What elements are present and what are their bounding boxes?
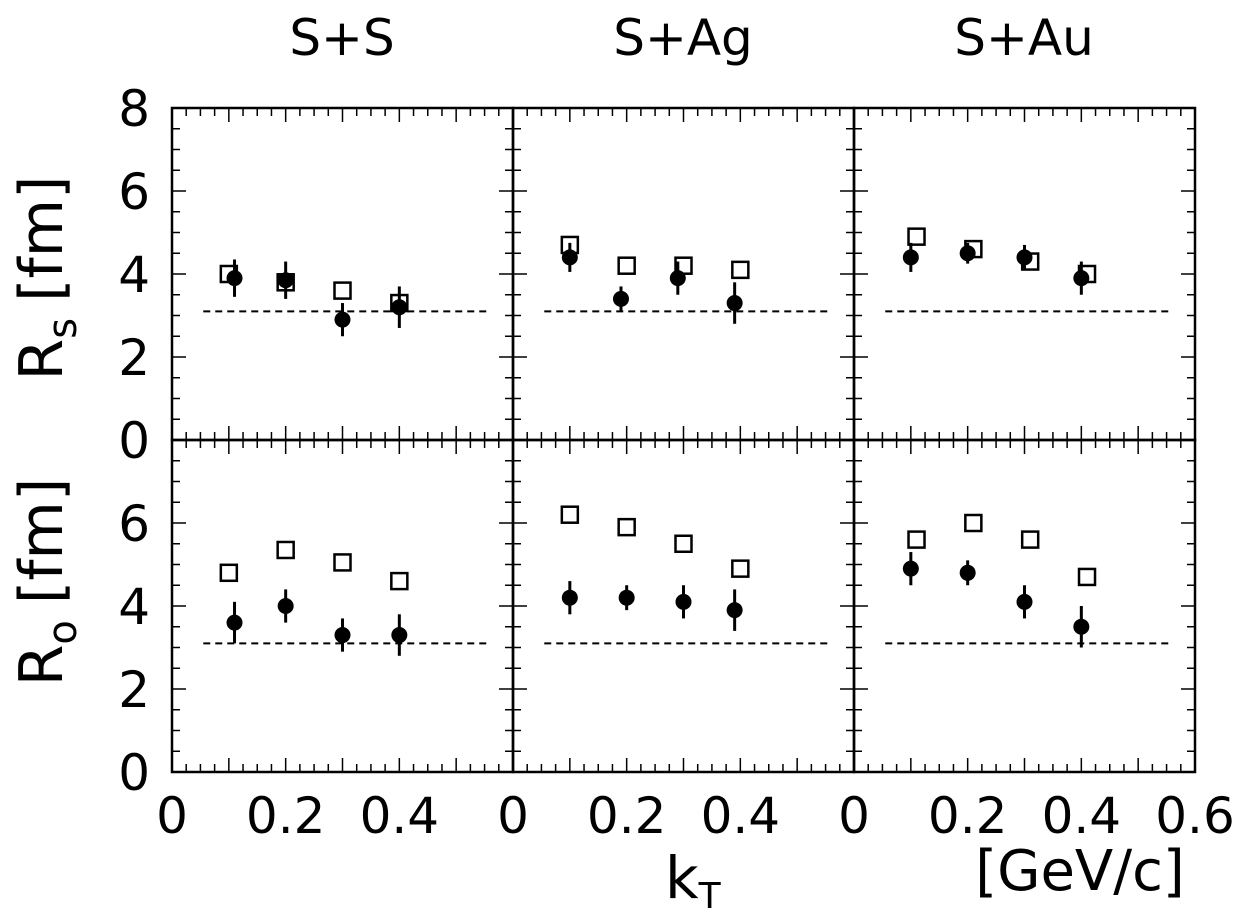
x-tick-label: 0.2 — [928, 787, 1008, 845]
filled-circle-point — [726, 295, 743, 312]
ylabel-rs: Rs [fm] — [7, 176, 86, 381]
y-tick-label: 6 — [118, 495, 150, 553]
y-tick-label: 6 — [118, 163, 150, 221]
xlabel-kt: kT — [665, 844, 722, 917]
filled-circle-point — [902, 560, 919, 577]
y-tick-label: 0 — [118, 744, 150, 802]
filled-circle-point — [277, 598, 294, 614]
filled-circle-point — [391, 627, 408, 644]
filled-circle-point — [1016, 249, 1033, 266]
y-tick-label: 4 — [118, 246, 150, 304]
x-tick-label: 0.4 — [360, 787, 440, 845]
filled-circle-point — [277, 272, 294, 289]
open-square-point — [907, 530, 926, 549]
x-tick-label: 0.2 — [246, 787, 326, 845]
y-tick-label: 4 — [118, 578, 150, 636]
y-tick-label: 2 — [118, 661, 150, 719]
filled-circle-point — [902, 249, 919, 266]
panel-title-s-au: S+Au — [954, 9, 1094, 67]
filled-circle-point — [1073, 618, 1090, 635]
open-square-point — [219, 563, 239, 583]
panel-frame — [852, 106, 1197, 442]
open-square-point — [1020, 530, 1040, 549]
filled-circle-point — [612, 290, 629, 307]
xlabel-kt-main: k — [665, 844, 699, 912]
y-tick-label: 8 — [118, 80, 150, 138]
open-square-point — [617, 256, 636, 275]
filled-circle-point — [618, 589, 635, 606]
xlabel-kt-sub: T — [698, 876, 722, 917]
xlabel-unit: [GeV/c] — [975, 839, 1185, 904]
open-square-point — [731, 260, 750, 280]
x-tick-label: 0 — [838, 787, 870, 845]
filled-circle-point — [561, 249, 578, 266]
filled-circle-point — [226, 614, 243, 631]
ylabel-rs-sub: s — [40, 318, 86, 339]
open-square-point — [333, 553, 352, 572]
y-tick-label: 0 — [118, 412, 150, 470]
filled-circle-point — [959, 564, 976, 581]
filled-circle-point — [334, 311, 351, 328]
filled-circle-point — [334, 627, 351, 644]
x-tick-label: 0 — [156, 787, 188, 845]
x-tick-label: 0.4 — [1042, 787, 1122, 845]
open-square-point — [674, 534, 693, 553]
x-tick-label: 0 — [497, 787, 529, 845]
x-tick-label: 0.6 — [1155, 787, 1235, 845]
ylabel-rs-unit: [fm] — [7, 176, 77, 302]
ylabel-ro: Ro [fm] — [7, 478, 86, 687]
open-square-point — [907, 227, 926, 246]
filled-circle-point — [959, 245, 976, 262]
filled-circle-point — [391, 299, 408, 316]
open-square-point — [964, 513, 983, 533]
open-square-point — [390, 571, 409, 591]
open-square-point — [333, 281, 352, 300]
open-square-point — [617, 517, 636, 537]
x-tick-label: 0.2 — [587, 787, 667, 845]
panel-title-s-ag: S+Ag — [613, 9, 753, 67]
filled-circle-point — [675, 593, 692, 610]
panel-frame — [170, 438, 515, 774]
y-tick-label: 2 — [118, 329, 150, 387]
open-square-point — [276, 540, 295, 560]
ylabel-rs-main: R — [7, 339, 77, 381]
plot-area: 0 2 4 6 8 0 2 4 6 0 0.2 0.4 0 0.2 0.4 0 0.2 0.4 0.6 — [118, 80, 1235, 845]
open-square-point — [1077, 567, 1097, 587]
filled-circle-point — [726, 602, 743, 619]
filled-circle-point — [1016, 593, 1033, 610]
filled-circle-point — [561, 589, 578, 606]
x-tick-label: 0.4 — [701, 787, 781, 845]
filled-circle-point — [1073, 270, 1090, 287]
ylabel-ro-main: R — [7, 645, 77, 687]
open-square-point — [731, 559, 750, 578]
open-square-point — [560, 505, 580, 524]
filled-circle-point — [669, 270, 686, 287]
panel-title-s-s: S+S — [289, 9, 394, 67]
filled-circle-point — [226, 270, 243, 287]
ylabel-ro-sub: o — [40, 620, 86, 644]
ylabel-ro-unit: [fm] — [7, 478, 77, 604]
